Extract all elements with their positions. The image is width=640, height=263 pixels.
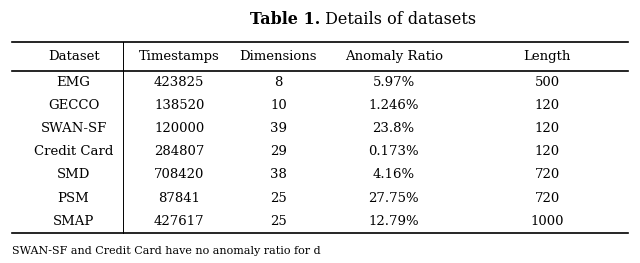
- Text: 12.79%: 12.79%: [368, 215, 419, 228]
- Text: Timestamps: Timestamps: [139, 50, 220, 63]
- Text: SWAN-SF and Credit Card have no anomaly ratio for d: SWAN-SF and Credit Card have no anomaly …: [12, 246, 320, 256]
- Text: GECCO: GECCO: [48, 99, 99, 112]
- Text: 25: 25: [270, 215, 287, 228]
- Text: 27.75%: 27.75%: [368, 191, 419, 205]
- Text: EMG: EMG: [57, 76, 90, 89]
- Text: Length: Length: [524, 50, 571, 63]
- Text: 427617: 427617: [154, 215, 205, 228]
- Text: 500: 500: [534, 76, 560, 89]
- Text: Dataset: Dataset: [48, 50, 99, 63]
- Text: 708420: 708420: [154, 169, 204, 181]
- Text: 87841: 87841: [158, 191, 200, 205]
- Text: SMD: SMD: [57, 169, 90, 181]
- Text: 4.16%: 4.16%: [372, 169, 415, 181]
- Text: 720: 720: [534, 169, 560, 181]
- Text: 423825: 423825: [154, 76, 204, 89]
- Text: Credit Card: Credit Card: [34, 145, 113, 158]
- Text: 120000: 120000: [154, 122, 204, 135]
- Text: SMAP: SMAP: [53, 215, 94, 228]
- Text: SWAN-SF: SWAN-SF: [40, 122, 107, 135]
- Text: 23.8%: 23.8%: [372, 122, 415, 135]
- Text: 8: 8: [274, 76, 283, 89]
- Text: 39: 39: [270, 122, 287, 135]
- Text: Table 1.: Table 1.: [250, 11, 320, 28]
- Text: 120: 120: [534, 99, 560, 112]
- Text: 720: 720: [534, 191, 560, 205]
- Text: 0.173%: 0.173%: [368, 145, 419, 158]
- Text: 38: 38: [270, 169, 287, 181]
- Text: 284807: 284807: [154, 145, 204, 158]
- Text: Anomaly Ratio: Anomaly Ratio: [344, 50, 443, 63]
- Text: 120: 120: [534, 122, 560, 135]
- Text: PSM: PSM: [58, 191, 90, 205]
- Text: 5.97%: 5.97%: [372, 76, 415, 89]
- Text: Details of datasets: Details of datasets: [320, 11, 476, 28]
- Text: 10: 10: [270, 99, 287, 112]
- Text: 120: 120: [534, 145, 560, 158]
- Text: 138520: 138520: [154, 99, 204, 112]
- Text: 25: 25: [270, 191, 287, 205]
- Text: 1000: 1000: [531, 215, 564, 228]
- Text: 29: 29: [270, 145, 287, 158]
- Text: Dimensions: Dimensions: [239, 50, 317, 63]
- Text: 1.246%: 1.246%: [369, 99, 419, 112]
